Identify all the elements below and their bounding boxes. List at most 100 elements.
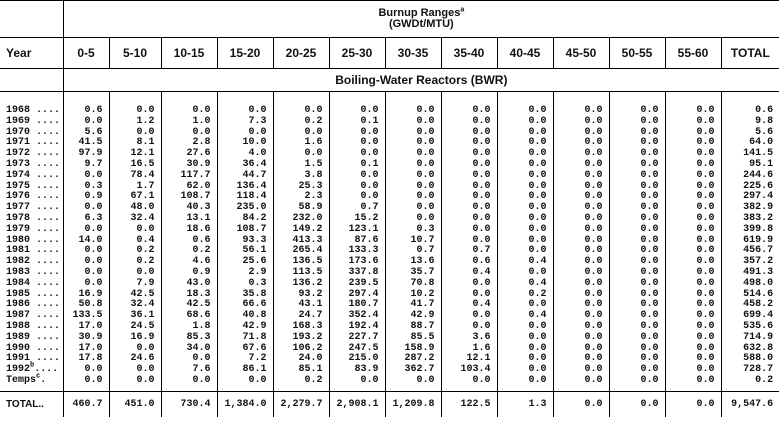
column-header: 20-25 [273,37,330,69]
data-body-row: 1968 .... 1969 .... 1970 .... 1971 .... 1972… [0,91,779,392]
table-cell: 24.6 [130,353,155,365]
table-cell: 0.0 [584,256,603,268]
table-cell: 0.0 [416,202,435,214]
year-label: 1980 .... [6,234,61,246]
table-cell: 7.3 [248,115,267,127]
table-cell: 265.4 [292,245,323,257]
table-cell: 0.0 [528,320,547,332]
table-cell: 382.9 [743,202,774,214]
table-cell: 235.0 [236,202,267,214]
table-cell: 0.0 [360,374,379,386]
year-cell: 1984 .... [6,278,63,290]
table-cell: 0.0 [584,331,603,343]
table-cell: 0.2 [136,245,155,257]
table-cell: 25.6 [242,256,267,268]
table-cell: 362.7 [404,364,435,376]
table-cell: 0.0 [640,374,659,386]
value-column: 0.0 0.1 0.0 0.0 0.0 0.1 0.0 0.0 0.0 0.7 15.2 123.1 8… [329,91,386,392]
table-cell: 0.0 [640,342,659,354]
table-cell: 83.9 [354,364,379,376]
table-cell: 0.0 [640,277,659,289]
column-header: 45-50 [553,37,610,69]
table-cell: 0.0 [584,115,603,127]
table-cell: 48.0 [130,202,155,214]
table-cell: 1.8 [192,320,211,332]
table-cell: 56.1 [242,245,267,257]
table-cell: 0.0 [584,277,603,289]
table-cell: 0.0 [584,148,603,160]
table-cell: 24.0 [298,353,323,365]
table-cell: 456.7 [743,245,774,257]
total-value: 1,209.8 [385,390,442,417]
table-cell: 41.7 [410,299,435,311]
table-cell: 87.6 [354,234,379,246]
table-cell: 0.0 [584,105,603,116]
table-cell: 0.1 [360,158,379,170]
table-cell: 0.3 [84,180,103,192]
table-cell: 0.0 [472,180,491,192]
table-cell: 9.7 [84,158,103,170]
table-cell: 32.4 [130,299,155,311]
total-value: 460.7 [63,390,110,417]
table-cell: 0.0 [84,202,103,214]
table-cell: 247.5 [348,342,379,354]
table-cell: 0.0 [640,331,659,343]
table-cell: 17.8 [78,353,103,365]
table-cell: 0.0 [528,234,547,246]
table-cell: 108.7 [180,191,211,203]
total-value: 0.0 [609,390,666,417]
table-cell: 10.7 [410,234,435,246]
table-cell: 103.4 [460,364,491,376]
table-cell: 67.1 [130,191,155,203]
table-cell: 0.0 [528,331,547,343]
table-cell: 0.0 [584,191,603,203]
table-cell: 68.6 [186,310,211,322]
table-cell: 0.0 [640,310,659,322]
table-cell: 225.6 [743,180,774,192]
table-cell: 0.0 [360,105,379,116]
table-cell: 0.4 [528,310,547,322]
table-cell: 1.6 [472,342,491,354]
table-cell: 0.0 [304,105,323,116]
table-cell: 0.0 [696,191,715,203]
table-cell: 0.0 [472,310,491,322]
year-label: 1970 .... [6,126,61,138]
table-cell: 0.0 [416,180,435,192]
year-cell: 1970 .... [6,126,63,139]
table-cell: 113.5 [292,266,323,278]
table-cell: 728.7 [743,364,774,376]
table-cell: 0.0 [136,364,155,376]
table-cell: 0.0 [584,223,603,235]
table-cell: 7.6 [192,364,211,376]
table-cell: 0.0 [528,105,547,116]
year-cell: 1989 .... [6,332,63,344]
table-cell: 0.0 [640,202,659,214]
table-cell: 0.0 [696,158,715,170]
table-cell: 0.0 [640,245,659,257]
year-label: 1990 .... [6,342,61,354]
table-cell: 232.0 [292,212,323,224]
table-cell: 632.8 [743,342,774,354]
table-cell: 6.3 [84,212,103,224]
table-cell: 42.5 [130,288,155,300]
table-cell: 0.0 [472,320,491,332]
table-cell: 66.6 [242,299,267,311]
year-label: 1972 .... [6,148,61,160]
table-cell: 0.0 [584,169,603,181]
year-label: 1982 .... [6,256,61,268]
table-cell: 0.0 [472,115,491,127]
table-cell: 0.0 [304,126,323,138]
table-cell: 34.0 [186,342,211,354]
table-cell: 25.3 [298,180,323,192]
table-cell: 0.0 [528,342,547,354]
table-cell: 0.0 [416,169,435,181]
table-cell: 0.6 [192,234,211,246]
year-cell: 1978 .... [6,213,63,225]
table-cell: 0.0 [640,169,659,181]
table-cell: 16.9 [78,288,103,300]
table-cell: 10.2 [410,288,435,300]
table-cell: 0.0 [696,245,715,257]
year-cell: 1985 .... [6,289,63,301]
table-cell: 40.3 [186,202,211,214]
table-cell: 42.5 [186,299,211,311]
